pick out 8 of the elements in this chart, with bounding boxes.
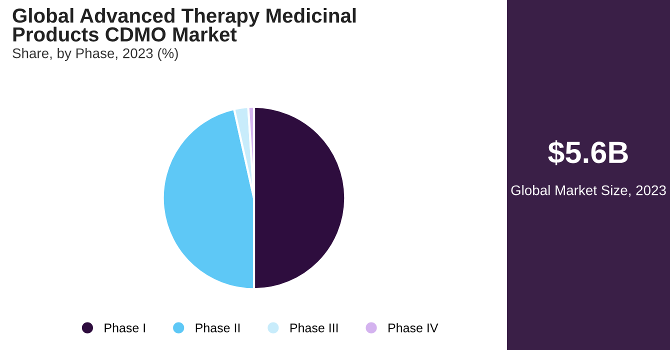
text: $5.6B (548, 140, 628, 166)
legend-label: Phase III (290, 323, 338, 332)
chart-title: Global Advanced Therapy Medicinal Products CDMO Market (12, 8, 356, 42)
legend-label: Phase II (196, 323, 240, 332)
legend-label: Phase I (104, 323, 145, 332)
legend-label: Phase IV (388, 323, 438, 332)
text: Global Market Size, 2023 (511, 185, 666, 197)
chart-subtitle: Share, by Phase, 2023 (%) (12, 48, 178, 61)
